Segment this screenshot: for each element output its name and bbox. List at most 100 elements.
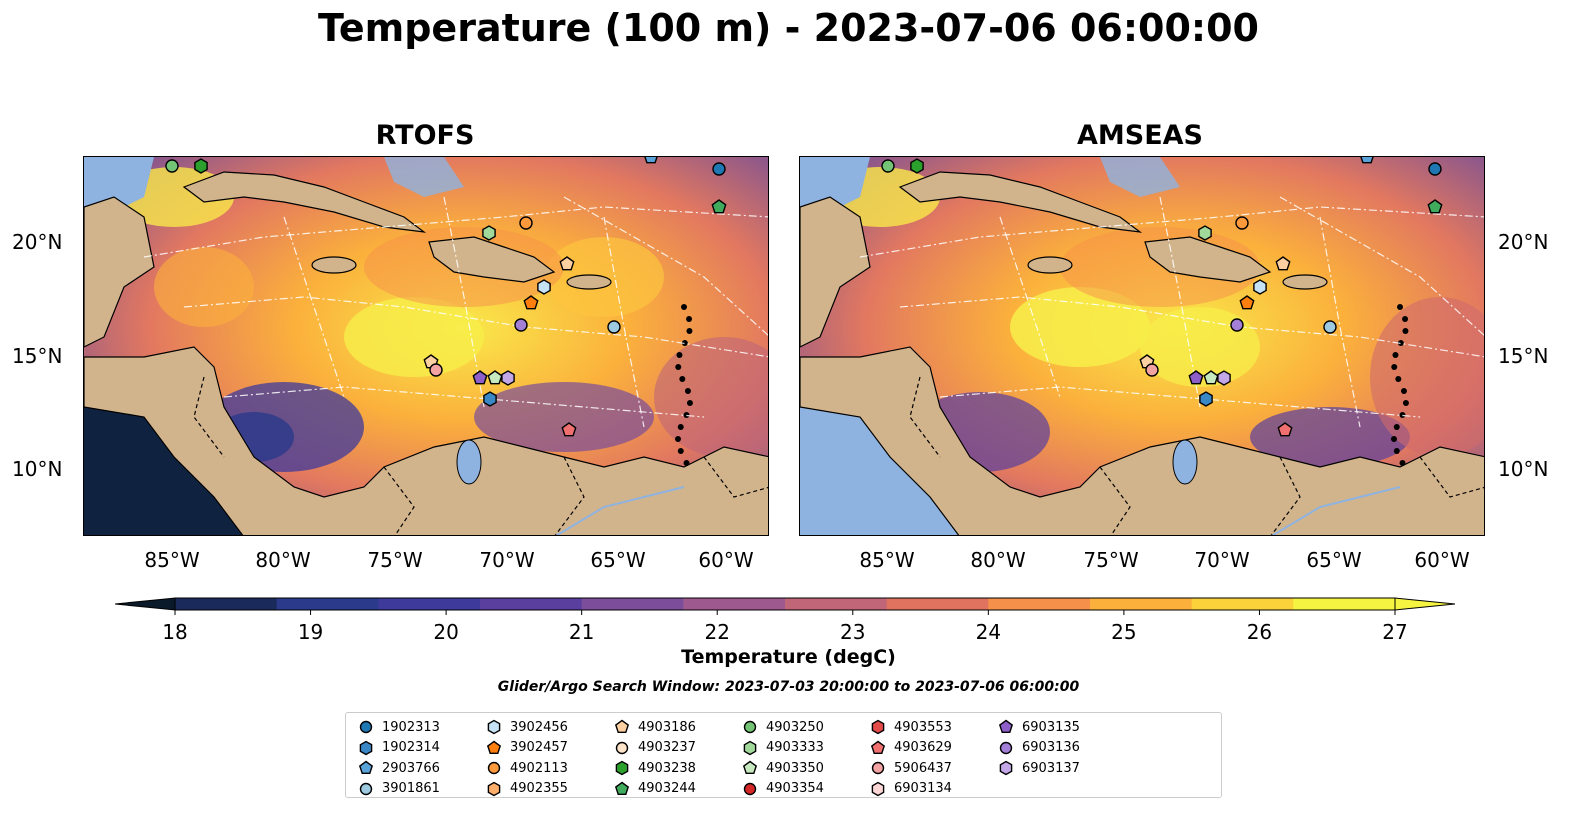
legend-item-4902355: 4902355 xyxy=(486,779,568,799)
float-marker-4903629[interactable] xyxy=(561,422,577,437)
float-marker-4903186[interactable] xyxy=(1275,256,1291,271)
float-marker-4903186[interactable] xyxy=(559,256,575,271)
circle-marker-icon xyxy=(359,720,373,734)
legend-item-1902314: 1902314 xyxy=(358,738,440,758)
colorbar-tick-label: 27 xyxy=(1382,620,1408,644)
legend-item-4903354: 4903354 xyxy=(742,779,824,799)
float-marker-3901861[interactable] xyxy=(607,320,621,334)
float-marker-2903766[interactable] xyxy=(1360,157,1374,164)
float-marker-4903350[interactable] xyxy=(1203,370,1219,385)
circle-marker-icon xyxy=(743,720,757,734)
float-marker-6903135[interactable] xyxy=(1188,370,1204,385)
hexagon-marker-icon xyxy=(615,760,629,776)
float-marker-4903629[interactable] xyxy=(1277,422,1293,437)
float-marker-6903136[interactable] xyxy=(514,318,528,332)
colorbar-min-extension xyxy=(115,597,176,611)
float-marker-5906437[interactable] xyxy=(1145,363,1159,377)
colorbar-segment xyxy=(581,598,684,610)
lon-label: 75°W xyxy=(367,548,423,572)
lon-label: 70°W xyxy=(479,548,535,572)
float-marker-3902457[interactable] xyxy=(1239,295,1255,310)
hexagon-marker-icon xyxy=(487,781,501,796)
colorbar-tick-label: 25 xyxy=(1111,620,1137,644)
lon-label: 65°W xyxy=(1306,548,1362,572)
map-panel-rtofs[interactable] xyxy=(83,156,769,536)
float-marker-4903238[interactable] xyxy=(910,158,924,174)
colorbar-tick-label: 18 xyxy=(162,620,188,644)
colorbar-segment xyxy=(1293,598,1396,610)
float-marker-1902313[interactable] xyxy=(1428,162,1442,176)
float-marker-4902113[interactable] xyxy=(1235,216,1249,230)
colorbar-tick-label: 20 xyxy=(433,620,459,644)
legend-item-label: 3901861 xyxy=(382,781,440,796)
legend-item-label: 4903333 xyxy=(766,740,824,755)
colorbar-max-extension xyxy=(1394,597,1455,611)
float-marker-4902113[interactable] xyxy=(519,216,533,230)
panel-title-amseas: AMSEAS xyxy=(1077,120,1203,151)
legend-item-label: 4903244 xyxy=(638,781,696,796)
float-marker-6903137[interactable] xyxy=(501,370,515,386)
colorbar-label: Temperature (degC) xyxy=(681,646,896,668)
float-marker-4903244[interactable] xyxy=(711,199,727,214)
lon-label: 60°W xyxy=(1414,548,1470,572)
legend-item-4903244: 4903244 xyxy=(614,779,696,799)
pentagon-marker-icon xyxy=(742,760,758,775)
circle-marker-icon xyxy=(999,741,1013,754)
legend-item-label: 4903553 xyxy=(894,719,952,735)
colorbar-tick-label: 22 xyxy=(704,620,730,644)
float-marker-4903333[interactable] xyxy=(1198,225,1212,241)
figure-title: Temperature (100 m) - 2023-07-06 06:00:0… xyxy=(317,6,1259,50)
float-marker-3902456[interactable] xyxy=(537,279,551,295)
legend-item-label: 6903137 xyxy=(1022,760,1080,776)
legend-item-label: 3902456 xyxy=(510,719,568,735)
map-panel-amseas[interactable] xyxy=(799,156,1485,536)
legend-item-4902113: 4902113 xyxy=(486,758,568,778)
legend-item-4903350: 4903350 xyxy=(742,758,824,778)
float-marker-1902314[interactable] xyxy=(483,391,497,407)
legend-item-3902456: 3902456 xyxy=(486,717,568,737)
float-marker-3901861[interactable] xyxy=(1323,320,1337,334)
float-marker-4903244[interactable] xyxy=(1427,199,1443,214)
colorbar-segment xyxy=(276,598,379,610)
float-marker-4903250[interactable] xyxy=(165,159,179,173)
colorbar-segment xyxy=(988,598,1091,610)
legend-item-label: 4902355 xyxy=(510,781,568,796)
legend-item-2903766: 2903766 xyxy=(358,758,440,778)
float-marker-4903238[interactable] xyxy=(194,158,208,174)
legend-item-label: 6903135 xyxy=(1022,719,1080,735)
colorbar-tick-label: 19 xyxy=(297,620,324,644)
float-marker-6903137[interactable] xyxy=(1217,370,1231,386)
legend-item-6903137: 6903137 xyxy=(998,758,1080,778)
legend-item-label: 5906437 xyxy=(894,760,952,776)
float-marker-1902313[interactable] xyxy=(712,162,726,176)
legend-item-6903135: 6903135 xyxy=(998,717,1080,737)
float-marker-5906437[interactable] xyxy=(429,363,443,377)
hexagon-marker-icon xyxy=(999,760,1013,776)
circle-marker-icon xyxy=(871,761,885,775)
hexagon-marker-icon xyxy=(487,719,501,735)
float-marker-4903333[interactable] xyxy=(482,225,496,241)
float-marker-6903135[interactable] xyxy=(472,370,488,385)
float-marker-2903766[interactable] xyxy=(644,157,658,164)
float-marker-3902456[interactable] xyxy=(1253,279,1267,295)
legend-item-label: 1902313 xyxy=(382,719,440,735)
float-marker-4903350[interactable] xyxy=(487,370,503,385)
float-marker-4903250[interactable] xyxy=(881,159,895,173)
float-marker-6903136[interactable] xyxy=(1230,318,1244,332)
panel-title-rtofs: RTOFS xyxy=(375,120,475,151)
legend-item-label: 4903629 xyxy=(894,740,952,755)
lat-label-10n-left: 10°N xyxy=(12,457,63,481)
hexagon-marker-icon xyxy=(743,740,757,755)
float-marker-3902457[interactable] xyxy=(523,295,539,310)
circle-marker-icon xyxy=(615,741,629,754)
lon-label: 80°W xyxy=(255,548,311,572)
lon-label: 75°W xyxy=(1083,548,1139,572)
hexagon-marker-icon xyxy=(871,781,885,796)
pentagon-marker-icon xyxy=(358,760,374,775)
hexagon-marker-icon xyxy=(871,719,885,735)
legend-item-4903238: 4903238 xyxy=(614,758,696,778)
legend-item-label: 3902457 xyxy=(510,740,568,755)
legend-item-label: 4903237 xyxy=(638,740,696,755)
lat-label-15n-right: 15°N xyxy=(1498,344,1549,368)
float-marker-1902314[interactable] xyxy=(1199,391,1213,407)
